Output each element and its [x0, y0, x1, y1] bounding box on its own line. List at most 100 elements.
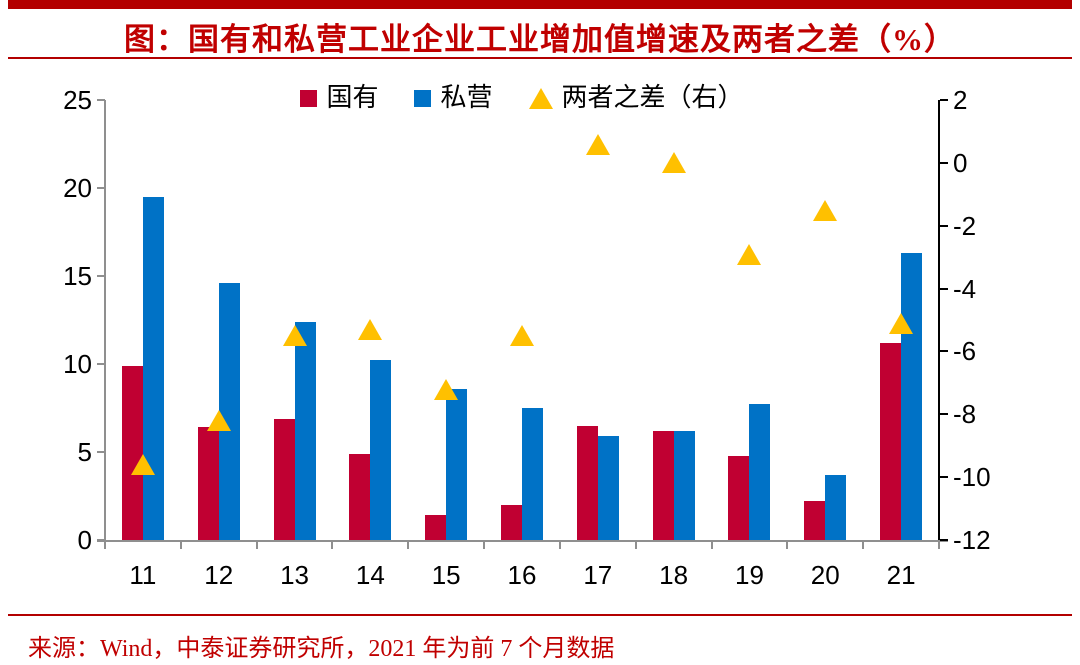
- x-axis-category-label: 11: [129, 560, 157, 590]
- x-axis-category-label: 12: [204, 560, 234, 590]
- left-axis-tick: [97, 363, 105, 365]
- bottom-axis-tick: [710, 540, 713, 549]
- legend-item-state: 国有: [300, 85, 378, 111]
- x-axis-category-label: 14: [355, 560, 385, 590]
- right-axis-tick-label: -12: [953, 525, 991, 555]
- diff-marker-15: [434, 378, 459, 400]
- diff-marker-11: [130, 454, 155, 476]
- bar-private-15: [446, 388, 468, 540]
- diff-marker-14: [358, 318, 383, 340]
- right-axis-tick: [940, 224, 948, 227]
- bar-private-17: [597, 436, 619, 540]
- x-axis-category-label: 20: [810, 560, 840, 590]
- left-axis-tick: [97, 539, 105, 541]
- bar-state-15: [425, 515, 447, 540]
- left-axis-tick: [97, 451, 105, 453]
- right-axis-tick: [940, 476, 948, 479]
- right-axis-tick: [940, 539, 948, 541]
- x-axis-category-label: 13: [280, 560, 309, 590]
- bottom-axis-tick: [331, 540, 334, 549]
- right-axis-tick-label: -10: [953, 462, 991, 493]
- diff-marker-18: [661, 152, 686, 174]
- left-axis-tick-label: 10: [63, 349, 92, 379]
- header-accent-bar: [8, 0, 1072, 9]
- right-axis-tick-label: -4: [953, 273, 977, 304]
- bar-private-13: [294, 321, 316, 540]
- state-square-icon: [300, 89, 318, 107]
- bottom-axis-tick: [862, 540, 865, 549]
- bar-state-16: [501, 504, 522, 540]
- left-axis-tick-label: 0: [77, 525, 92, 555]
- chart-title: 图：国有和私营工业企业工业增加值增速及两者之差（%）: [124, 22, 956, 57]
- right-axis-tick-label: -8: [953, 399, 977, 430]
- bar-state-12: [197, 427, 219, 540]
- diff-marker-13: [282, 325, 307, 347]
- bottom-axis-tick: [938, 540, 940, 549]
- x-axis-category-label: 16: [507, 560, 537, 590]
- legend-item-private: 私营: [414, 83, 493, 112]
- bar-private-14: [370, 360, 392, 540]
- right-axis-tick: [940, 287, 948, 290]
- bottom-axis-tick: [483, 540, 486, 549]
- bar-private-20: [825, 474, 847, 540]
- right-axis-tick: [940, 161, 948, 164]
- right-axis-tick-label: 0: [953, 147, 968, 178]
- bar-state-17: [576, 425, 598, 540]
- private-square-icon: [414, 89, 432, 107]
- left-axis-tick-label: 25: [63, 85, 92, 115]
- diff-marker-20: [813, 199, 838, 221]
- bar-state-14: [349, 453, 371, 540]
- x-axis-category-label: 17: [583, 560, 613, 590]
- left-axis-tick: [97, 99, 105, 101]
- left-axis-tick: [97, 275, 105, 277]
- bar-private-16: [522, 408, 543, 540]
- right-axis-tick: [940, 350, 948, 353]
- bottom-axis-tick: [558, 540, 561, 549]
- x-axis-category-label: 21: [886, 560, 916, 590]
- right-axis-tick: [940, 413, 948, 416]
- right-axis-tick-label: -2: [953, 210, 977, 241]
- x-axis-category-label: 18: [659, 560, 689, 590]
- bottom-axis-tick: [786, 540, 789, 549]
- bar-state-20: [804, 501, 826, 540]
- footer-rule: [8, 614, 1072, 616]
- bottom-axis-tick: [634, 540, 637, 549]
- diff-marker-19: [737, 243, 762, 265]
- legend-label-diff: 两者之差（右）: [561, 83, 744, 112]
- left-axis-tick-label: 5: [77, 437, 92, 467]
- legend-label-state: 国有: [326, 83, 379, 112]
- bar-state-13: [273, 418, 295, 540]
- right-axis-line: [938, 100, 940, 548]
- right-axis-tick-label: 2: [953, 85, 968, 115]
- x-axis-category-label: 15: [431, 560, 461, 590]
- left-axis-tick: [97, 187, 105, 189]
- bottom-axis-tick: [255, 540, 258, 549]
- diff-marker-12: [206, 410, 231, 432]
- bar-private-19: [749, 404, 771, 540]
- x-axis-category-label: 19: [734, 560, 764, 590]
- bottom-axis-tick: [407, 540, 410, 549]
- chart-legend: 国有 私营 两者之差（右）: [105, 82, 939, 114]
- bottom-axis-line: [97, 540, 948, 542]
- legend-item-diff: 两者之差（右）: [528, 83, 744, 112]
- bar-private-11: [142, 196, 164, 540]
- left-axis-tick-label: 15: [63, 261, 92, 291]
- diff-marker-16: [510, 325, 534, 347]
- bar-state-18: [652, 430, 674, 540]
- bottom-axis-tick: [104, 540, 106, 549]
- bar-private-21: [901, 253, 923, 540]
- bottom-axis-tick: [179, 540, 182, 549]
- bar-private-18: [673, 430, 695, 540]
- left-axis-line: [104, 100, 106, 548]
- left-axis-tick-label: 20: [63, 173, 92, 203]
- right-axis-tick: [940, 99, 948, 101]
- diff-triangle-icon: [528, 87, 553, 109]
- bar-state-11: [121, 365, 143, 540]
- bar-state-21: [880, 342, 902, 540]
- header-rule: [8, 57, 1072, 59]
- bar-state-19: [728, 455, 750, 540]
- source-note: 来源：Wind，中泰证券研究所，2021 年为前 7 个月数据: [28, 636, 615, 662]
- right-axis-tick-label: -6: [953, 336, 977, 367]
- legend-label-private: 私营: [440, 83, 493, 112]
